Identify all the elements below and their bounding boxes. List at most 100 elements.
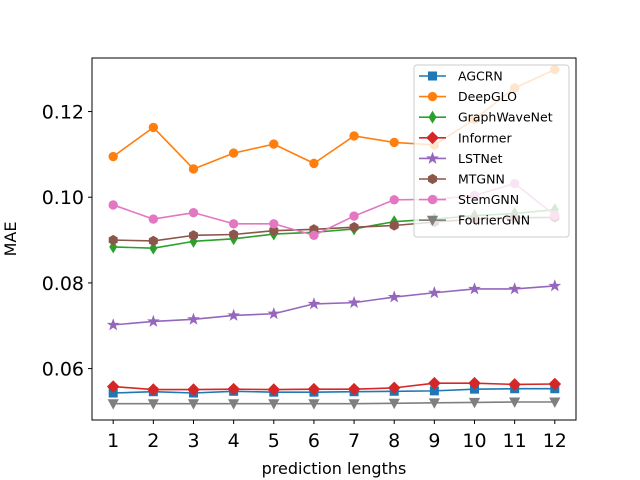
data-point <box>508 282 522 295</box>
data-point <box>269 219 279 229</box>
legend-entry: LSTNet <box>419 151 503 166</box>
series-lstnet <box>106 279 562 331</box>
x-tick-label: 9 <box>428 430 440 452</box>
legend-label: Informer <box>458 130 512 145</box>
series-informer <box>106 376 562 396</box>
data-point <box>348 399 360 410</box>
x-tick-label: 4 <box>228 430 240 452</box>
data-point <box>389 195 399 205</box>
legend-label: StemGNN <box>458 192 519 207</box>
data-point <box>148 122 159 133</box>
x-tick-label: 6 <box>308 430 320 452</box>
y-tick-label: 0.08 <box>42 273 84 295</box>
x-tick-label: 5 <box>268 430 280 452</box>
legend: AGCRN DeepGLO GraphWaveNet Informer LSTNet MT… <box>413 64 570 238</box>
x-tick-label: 3 <box>187 430 199 452</box>
data-point <box>269 225 279 236</box>
x-tick-label: 7 <box>348 430 360 452</box>
data-point <box>228 148 239 158</box>
legend-entry: StemGNN <box>419 192 519 207</box>
legend-marker <box>428 110 437 124</box>
data-point <box>548 279 562 292</box>
data-point <box>387 290 401 303</box>
y-tick-label: 0.12 <box>42 102 84 124</box>
data-point <box>107 399 119 410</box>
y-tick-label: 0.06 <box>42 359 84 381</box>
data-point <box>468 397 481 409</box>
data-point <box>108 151 118 162</box>
data-point <box>187 312 200 325</box>
data-point <box>187 383 200 396</box>
series-line <box>113 382 555 391</box>
data-point <box>388 398 400 410</box>
data-point <box>548 377 562 391</box>
data-point <box>146 314 160 327</box>
y-axis-label: MAE <box>1 222 20 257</box>
data-point <box>187 399 200 410</box>
x-tick-label: 10 <box>462 430 486 452</box>
legend-marker <box>427 91 438 102</box>
data-point <box>227 399 240 410</box>
data-point <box>229 229 239 240</box>
legend-box <box>413 64 570 238</box>
data-point <box>307 382 321 396</box>
legend-marker <box>428 71 437 81</box>
data-point <box>189 230 198 241</box>
legend-marker <box>427 194 438 205</box>
series-line <box>113 285 555 326</box>
data-point <box>267 307 281 320</box>
legend-label: LSTNet <box>458 151 503 166</box>
data-point <box>549 397 561 408</box>
x-tick-label: 8 <box>388 430 400 452</box>
legend-entry: FourierGNN <box>419 213 530 228</box>
data-point <box>149 241 158 255</box>
legend-entry: AGCRN <box>419 69 503 84</box>
data-point <box>269 139 279 149</box>
data-point <box>387 381 401 395</box>
data-point <box>268 399 280 410</box>
legend-label: GraphWaveNet <box>458 110 553 125</box>
data-point <box>389 220 399 231</box>
x-axis-label: prediction lengths <box>262 459 407 478</box>
legend-label: AGCRN <box>458 69 503 84</box>
data-point <box>148 235 158 247</box>
plot-frame <box>91 57 577 421</box>
x-tick-label: 11 <box>503 430 527 452</box>
data-point <box>349 211 359 221</box>
legend-entry: Informer <box>419 130 512 145</box>
data-point <box>227 382 240 396</box>
legend-marker <box>426 151 439 164</box>
x-tick-label: 1 <box>107 430 119 452</box>
legend-label: FourierGNN <box>458 213 530 228</box>
y-axis: 0.06 0.08 0.10 0.12 <box>42 102 92 381</box>
data-point <box>389 137 399 148</box>
legend-entry: MTGNN <box>419 172 505 187</box>
data-point <box>509 397 521 408</box>
data-point <box>428 398 441 409</box>
data-point <box>309 158 319 169</box>
legend-label: MTGNN <box>458 172 505 187</box>
data-point <box>108 234 118 246</box>
data-point <box>428 376 441 390</box>
data-point <box>106 380 120 393</box>
data-point <box>349 131 359 141</box>
data-point <box>147 383 160 396</box>
y-tick-label: 0.10 <box>42 187 84 209</box>
data-point <box>427 286 441 299</box>
data-point <box>347 295 361 309</box>
x-axis: 1 2 3 4 5 6 7 8 9 10 11 12 <box>107 420 567 452</box>
data-point <box>347 382 361 396</box>
series-line <box>113 401 555 405</box>
x-tick-label: 12 <box>543 430 567 452</box>
data-point <box>108 200 118 210</box>
data-point <box>227 308 241 321</box>
data-point <box>508 378 521 391</box>
legend-entry: DeepGLO <box>419 89 517 104</box>
series-fouriergnn <box>107 397 561 410</box>
legend-marker <box>428 173 437 185</box>
legend-marker <box>426 131 439 145</box>
data-point <box>188 164 199 174</box>
data-point <box>188 207 199 218</box>
data-point <box>308 399 320 410</box>
